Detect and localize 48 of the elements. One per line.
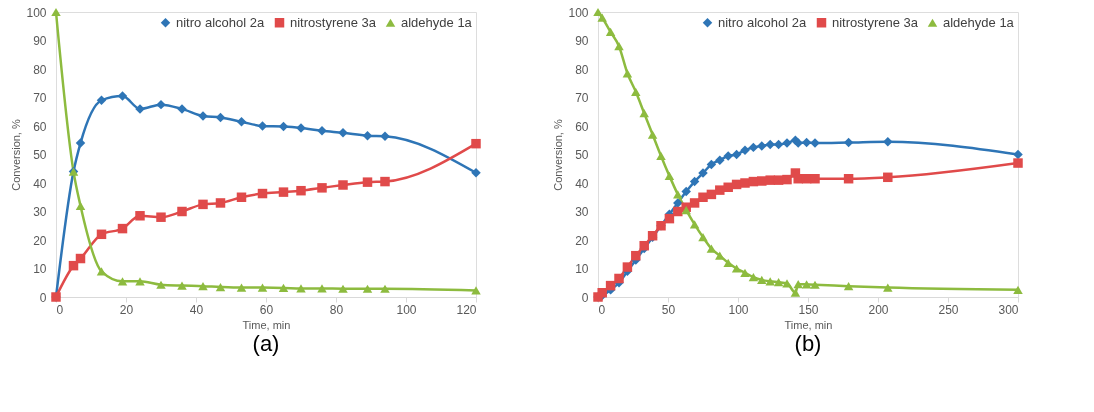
legend-label: nitrostyrene 3a [832,14,919,30]
text: (b) [794,331,822,356]
x-tick-label: 300 [998,302,1019,317]
x-tick-label: 120 [456,302,477,317]
text: (a) [252,331,280,356]
legend-label: nitrostyrene 3a [290,14,377,30]
x-tick-label: 0 [56,302,64,317]
y-tick-label: 20 [575,233,589,248]
x-tick-label: 250 [938,302,959,317]
y-tick-label: 30 [575,205,589,219]
y-tick-label: 30 [33,205,47,219]
y-tick-label: 20 [33,233,47,248]
y-tick-label: 10 [575,262,589,276]
y-tick-label: 60 [575,119,589,134]
legend-label: aldehyde 1a [943,14,1015,30]
y-tick-label: 0 [581,290,589,305]
y-axis-title: Conversion, % [552,119,565,191]
y-tick-label: 40 [575,176,589,191]
y-tick-label: 70 [33,91,47,105]
y-tick-label: 50 [575,148,589,162]
y-tick-label: 100 [26,5,47,20]
y-tick-label: 90 [33,34,47,48]
x-tick-label: 100 [728,302,749,317]
x-tick-label: 50 [661,302,676,317]
x-tick-label: 200 [868,302,889,317]
legend-label: nitro alcohol 2a [176,14,265,30]
y-tick-label: 80 [575,62,589,77]
y-tick-label: 90 [575,34,589,48]
x-axis-title: Time, min [242,318,291,331]
y-tick-label: 100 [568,5,589,20]
legend-label: aldehyde 1a [401,14,473,30]
y-tick-label: 50 [33,148,47,162]
x-tick-label: 40 [189,302,204,317]
x-tick-label: 100 [396,302,417,317]
y-tick-label: 10 [33,262,47,276]
x-tick-label: 20 [119,302,134,317]
x-axis-title: Time, min [784,318,833,331]
y-tick-label: 40 [33,176,47,191]
y-tick-label: 60 [33,119,47,134]
y-axis-title: Conversion, % [10,119,23,191]
legend-label: nitro alcohol 2a [718,14,807,30]
x-tick-label: 60 [259,302,274,317]
x-tick-label: 80 [329,302,344,317]
y-tick-label: 0 [39,290,47,305]
y-tick-label: 70 [575,91,589,105]
x-tick-label: 0 [598,302,606,317]
x-tick-label: 150 [798,302,819,317]
y-tick-label: 80 [33,62,47,77]
